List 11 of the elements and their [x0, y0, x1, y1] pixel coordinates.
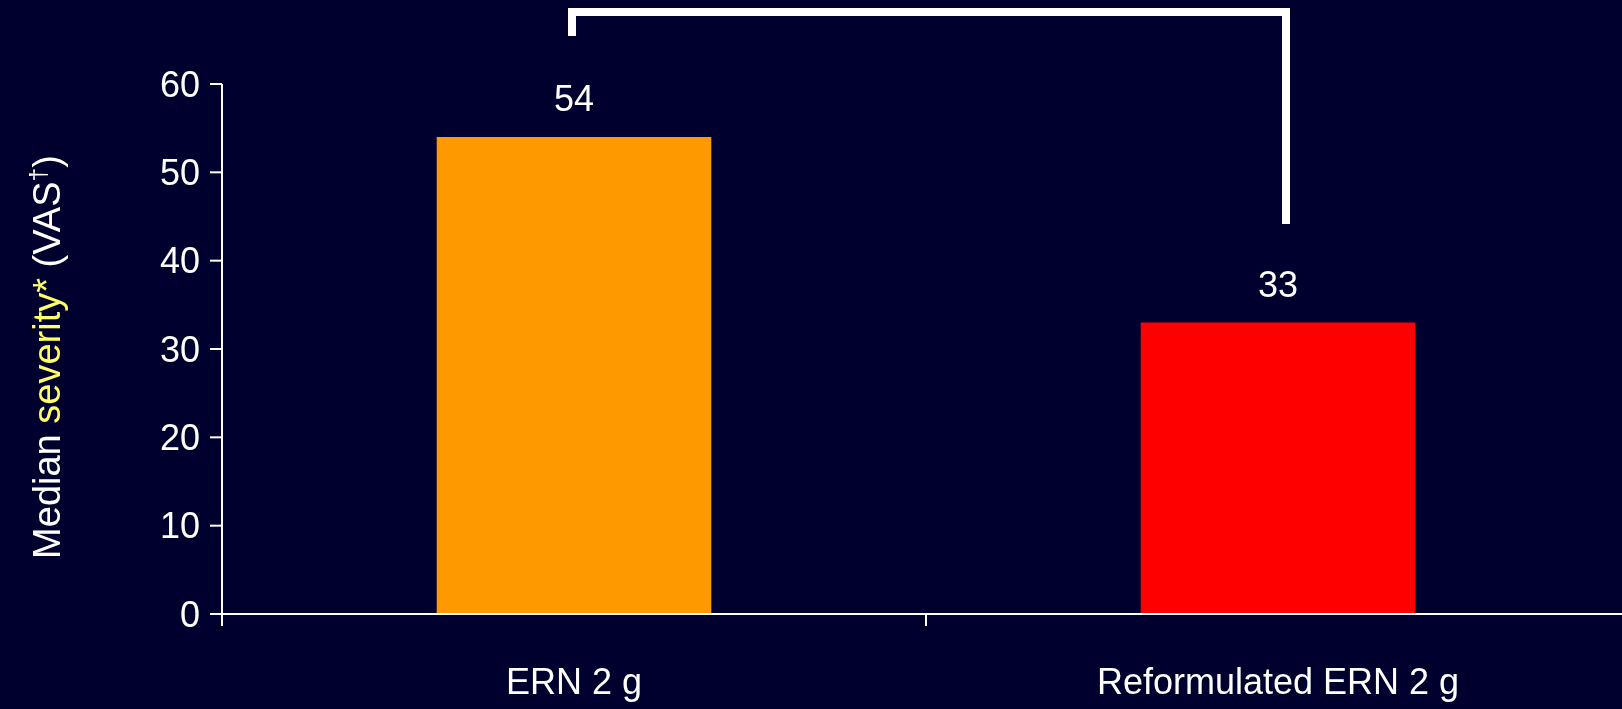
y-tick-label: 50: [159, 151, 200, 193]
y-tick-label: 0: [179, 593, 200, 635]
y-tick-label: 30: [159, 328, 200, 370]
y-tick-label: 20: [159, 416, 200, 458]
y-tick-label: 40: [159, 240, 200, 282]
data-label: 54: [553, 78, 595, 119]
y-tick-label: 60: [159, 63, 200, 105]
y-tick-label: 10: [159, 505, 200, 547]
x-tick-label: ERN 2 g: [505, 661, 643, 702]
data-label: 33: [1257, 263, 1299, 305]
x-tick-label: Reformulated ERN 2 g: [1096, 661, 1460, 702]
